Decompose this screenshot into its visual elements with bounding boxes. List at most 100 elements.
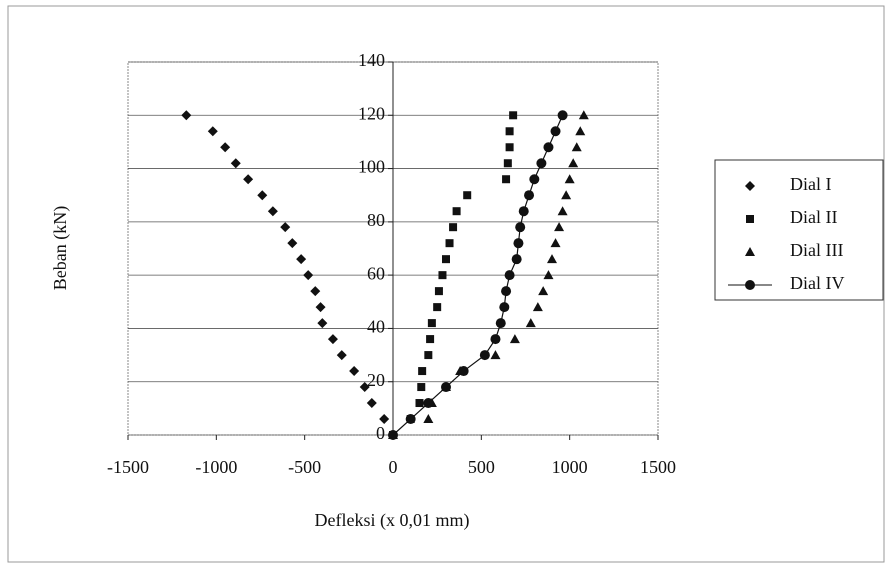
marker xyxy=(524,190,535,201)
marker xyxy=(426,335,435,344)
x-tick-label: -500 xyxy=(288,457,321,477)
x-tick-label: 0 xyxy=(389,457,398,477)
legend xyxy=(714,159,884,301)
marker xyxy=(296,254,307,265)
marker xyxy=(511,254,522,265)
chart-border xyxy=(7,5,885,563)
x-tick-label: -1000 xyxy=(195,457,237,477)
marker xyxy=(434,287,443,296)
marker xyxy=(433,303,442,312)
marker xyxy=(529,174,540,185)
marker xyxy=(745,181,755,191)
marker xyxy=(349,366,360,377)
marker xyxy=(501,286,512,297)
marker xyxy=(417,383,426,392)
marker xyxy=(513,238,524,249)
marker xyxy=(550,126,561,137)
legend-label: Dial IV xyxy=(790,273,844,293)
x-tick-label: -1500 xyxy=(107,457,149,477)
marker xyxy=(418,367,427,376)
marker xyxy=(499,302,510,313)
y-tick-label: 0 xyxy=(376,423,385,443)
marker xyxy=(267,206,278,217)
marker xyxy=(479,350,490,361)
marker xyxy=(564,174,575,184)
marker xyxy=(538,286,549,296)
marker xyxy=(280,222,291,233)
x-tick-label: 1000 xyxy=(552,457,588,477)
marker xyxy=(379,414,390,425)
marker xyxy=(441,382,451,393)
marker xyxy=(207,126,218,137)
marker xyxy=(505,127,514,136)
y-tick-label: 40 xyxy=(367,317,385,337)
marker xyxy=(423,398,434,409)
marker xyxy=(502,175,511,184)
marker xyxy=(518,206,529,217)
y-tick-label: 20 xyxy=(367,370,385,390)
marker xyxy=(445,239,454,248)
marker xyxy=(303,270,314,281)
marker xyxy=(423,414,434,424)
marker xyxy=(568,158,579,168)
marker xyxy=(561,190,572,200)
legend-label: Dial II xyxy=(790,207,837,227)
legend-label: Dial III xyxy=(790,240,843,260)
marker xyxy=(442,255,450,264)
marker xyxy=(415,399,424,408)
marker xyxy=(515,222,526,233)
marker xyxy=(557,110,568,121)
marker xyxy=(504,270,515,281)
marker xyxy=(503,159,512,168)
marker xyxy=(257,190,268,201)
marker xyxy=(745,280,755,290)
marker xyxy=(571,142,582,152)
marker xyxy=(405,414,416,425)
marker xyxy=(490,350,501,360)
x-axis-label: Defleksi (x 0,01 mm) xyxy=(315,510,470,531)
marker xyxy=(220,142,231,153)
marker xyxy=(525,318,536,328)
marker xyxy=(315,302,326,313)
x-tick-label: 1500 xyxy=(640,457,676,477)
marker xyxy=(550,238,561,248)
marker xyxy=(458,366,469,377)
marker xyxy=(181,110,192,121)
marker xyxy=(547,254,557,264)
marker xyxy=(287,238,298,249)
marker xyxy=(449,223,458,232)
marker xyxy=(495,318,506,329)
y-tick-label: 100 xyxy=(358,157,385,177)
y-tick-label: 80 xyxy=(367,210,385,230)
legend-label: Dial I xyxy=(790,174,831,194)
marker xyxy=(505,143,514,152)
marker xyxy=(509,111,518,120)
marker xyxy=(536,158,547,169)
marker xyxy=(554,222,565,232)
marker xyxy=(452,207,461,216)
marker xyxy=(327,334,338,345)
marker xyxy=(359,382,370,393)
marker xyxy=(575,126,586,136)
marker xyxy=(578,110,589,120)
marker xyxy=(543,270,554,280)
marker xyxy=(243,174,254,185)
marker xyxy=(490,334,501,345)
marker xyxy=(310,286,321,297)
marker xyxy=(438,271,447,280)
marker xyxy=(427,319,436,328)
marker xyxy=(366,398,377,409)
marker xyxy=(424,351,433,360)
marker xyxy=(230,158,241,169)
y-tick-label: 60 xyxy=(367,263,385,283)
marker xyxy=(463,191,472,200)
y-tick-label: 140 xyxy=(358,50,385,70)
x-tick-label: 500 xyxy=(468,457,495,477)
marker xyxy=(317,318,328,329)
y-axis-label: Beban (kN) xyxy=(50,206,71,290)
marker xyxy=(543,142,554,153)
y-tick-label: 120 xyxy=(358,103,385,123)
marker xyxy=(509,334,520,344)
marker xyxy=(388,430,398,440)
